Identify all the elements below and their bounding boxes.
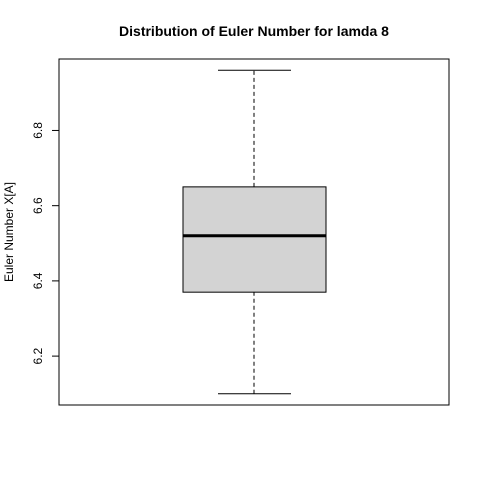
- chart-title: Distribution of Euler Number for lamda 8: [119, 23, 389, 39]
- y-tick-label: 6.8: [31, 122, 45, 139]
- iqr-box: [182, 186, 327, 293]
- y-axis-label: Euler Number X[A]: [2, 182, 16, 282]
- y-tick-label: 6.6: [31, 197, 45, 214]
- y-axis: 6.2 6.4 6.6 6.8: [31, 122, 60, 364]
- y-tick-label: 6.2: [31, 347, 45, 364]
- y-tick-label: 6.4: [31, 272, 45, 289]
- box-group: [182, 69, 327, 395]
